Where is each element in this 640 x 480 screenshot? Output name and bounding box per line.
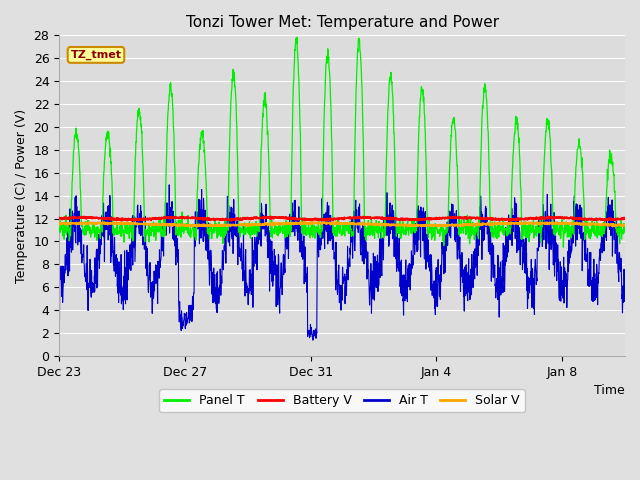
Solar V <box>86 219 93 225</box>
Solar V <box>442 222 449 228</box>
Air T <box>442 248 450 254</box>
Panel T <box>621 230 629 236</box>
Solar V <box>177 223 184 228</box>
Panel T <box>442 228 449 233</box>
Air T <box>268 240 275 245</box>
Battery V <box>442 215 449 220</box>
Panel T <box>88 231 95 237</box>
Panel T <box>176 217 184 223</box>
Battery V <box>287 215 294 220</box>
Line: Battery V: Battery V <box>59 216 625 221</box>
Panel T <box>289 102 297 108</box>
Battery V <box>88 216 95 221</box>
Solar V <box>609 224 616 229</box>
Solar V <box>88 221 96 227</box>
X-axis label: Time: Time <box>595 384 625 397</box>
Solar V <box>287 221 294 227</box>
Solar V <box>55 221 63 227</box>
Battery V <box>268 215 275 221</box>
Air T <box>165 182 173 188</box>
Panel T <box>286 227 294 232</box>
Text: TZ_tmet: TZ_tmet <box>70 50 122 60</box>
Solar V <box>621 222 629 228</box>
Battery V <box>506 218 514 224</box>
Battery V <box>55 215 63 221</box>
Y-axis label: Temperature (C) / Power (V): Temperature (C) / Power (V) <box>15 108 28 283</box>
Legend: Panel T, Battery V, Air T, Solar V: Panel T, Battery V, Air T, Solar V <box>159 389 525 412</box>
Line: Solar V: Solar V <box>59 222 625 227</box>
Solar V <box>268 220 275 226</box>
Air T <box>309 337 317 343</box>
Panel T <box>559 244 567 250</box>
Panel T <box>267 234 275 240</box>
Air T <box>177 312 184 318</box>
Panel T <box>293 35 301 40</box>
Air T <box>621 278 629 284</box>
Solar V <box>289 221 297 227</box>
Air T <box>55 238 63 244</box>
Battery V <box>621 215 629 221</box>
Title: Tonzi Tower Met: Temperature and Power: Tonzi Tower Met: Temperature and Power <box>186 15 499 30</box>
Line: Air T: Air T <box>59 185 625 340</box>
Battery V <box>267 214 275 219</box>
Battery V <box>176 215 184 221</box>
Air T <box>289 224 297 229</box>
Air T <box>88 267 95 273</box>
Battery V <box>289 216 297 222</box>
Line: Panel T: Panel T <box>59 37 625 247</box>
Panel T <box>55 228 63 234</box>
Air T <box>287 226 294 231</box>
